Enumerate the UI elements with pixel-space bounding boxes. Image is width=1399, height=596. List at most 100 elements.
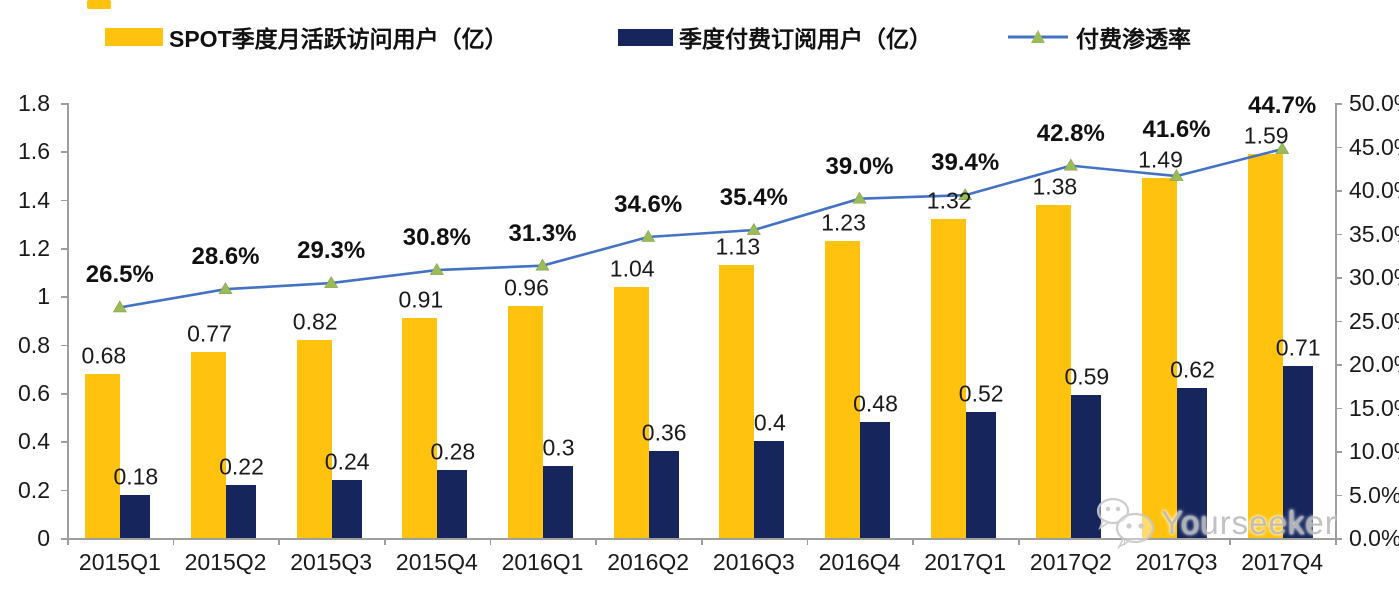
- penetration-label: 34.6%: [614, 190, 683, 218]
- mau-bar-label: 1.32: [926, 187, 972, 214]
- mau-legend-label: SPOT季度月活跃访问用户（亿）: [169, 26, 508, 52]
- penetration-marker: [1063, 158, 1078, 171]
- penetration-label: 44.7%: [1248, 91, 1317, 119]
- x-axis-label: 2016Q2: [607, 549, 690, 575]
- right-axis-tick-label: 50.0%: [1349, 90, 1399, 116]
- subs-bar-label: 0.48: [853, 390, 898, 417]
- mau-bar: [191, 351, 226, 538]
- penetration-legend-marker-icon: [1008, 30, 1068, 43]
- mau-bar: [85, 373, 121, 538]
- mau-bar-label: 1.23: [821, 209, 866, 236]
- x-axis-label: 2016Q1: [501, 549, 584, 575]
- penetration-label: 29.3%: [297, 237, 366, 265]
- penetration-line: [119, 147, 1283, 309]
- subs-legend-label: 季度付费订阅用户（亿）: [679, 26, 932, 52]
- mau-bar-label: 0.77: [187, 320, 232, 347]
- left-axis-tick-label: 0.6: [18, 380, 50, 406]
- mau-bar: [613, 286, 649, 538]
- x-axis-tick: [1018, 538, 1020, 545]
- mau-bar-label: 1.13: [715, 233, 761, 260]
- subs-bar-label: 0.71: [1275, 334, 1321, 361]
- x-axis-label: 2017Q3: [1135, 549, 1218, 575]
- penetration-marker: [641, 229, 656, 242]
- right-axis-tick-label: 40.0%: [1349, 177, 1399, 203]
- subs-bar: [860, 422, 890, 538]
- x-axis-tick: [489, 538, 492, 545]
- x-axis-label: 2016Q3: [712, 549, 795, 575]
- x-axis-tick: [172, 538, 175, 545]
- x-axis-tick: [1229, 538, 1231, 545]
- left-axis-tick: [61, 538, 67, 540]
- left-axis-tick: [61, 489, 67, 492]
- penetration-marker: [429, 262, 444, 275]
- left-axis-tick: [61, 344, 67, 347]
- left-axis-tick-label: 0.4: [18, 428, 50, 455]
- x-axis-label: 2017Q2: [1029, 549, 1112, 575]
- mau-bar-label: 1.49: [1138, 146, 1183, 173]
- subs-bar: [754, 441, 785, 538]
- mau-bar: [719, 264, 755, 538]
- x-axis-label: 2016Q4: [818, 549, 901, 575]
- right-axis-tick-label: 35.0%: [1349, 220, 1399, 247]
- penetration-legend-label: 付费渗透率: [1076, 26, 1191, 52]
- mau-bar: [825, 240, 860, 538]
- subs-bar: [120, 494, 151, 538]
- right-axis-tick-label: 5.0%: [1349, 481, 1399, 508]
- x-axis-label: 2017Q1: [924, 549, 1007, 575]
- mau-bar-label: 0.82: [292, 308, 338, 335]
- penetration-label: 41.6%: [1142, 115, 1211, 143]
- mau-bar-label: 1.59: [1243, 122, 1289, 149]
- penetration-label: 39.0%: [825, 152, 894, 180]
- subs-bar-label: 0.3: [542, 434, 575, 460]
- x-axis-tick: [595, 538, 597, 545]
- subs-bar-label: 0.36: [641, 419, 687, 446]
- mau-bar: [508, 306, 543, 538]
- legend-item-penetration: 付费渗透率: [1006, 20, 1191, 54]
- x-axis-label: 2017Q4: [1241, 549, 1324, 575]
- subs-bar-label: 0.28: [430, 438, 476, 465]
- subs-bar: [331, 480, 362, 538]
- mau-bar-label: 1.38: [1032, 173, 1078, 199]
- watermark-text: Yourseeker: [1161, 504, 1337, 541]
- subs-bar-label: 0.22: [219, 453, 264, 480]
- subs-bar: [648, 451, 679, 538]
- x-axis-tick: [67, 538, 69, 545]
- subs-bar: [543, 465, 573, 538]
- x-axis-tick: [384, 538, 386, 545]
- mau-bar: [402, 318, 438, 538]
- x-axis-tick: [912, 538, 914, 545]
- left-axis-tick: [61, 199, 67, 202]
- right-axis-tick: [1335, 364, 1342, 366]
- subs-bar-label: 0.52: [958, 380, 1004, 407]
- penetration-marker: [218, 282, 233, 294]
- left-axis-tick-label: 1.6: [18, 138, 50, 165]
- clipped-yellow-artifact: [87, 0, 111, 9]
- right-axis-tick: [1335, 190, 1342, 192]
- subs-bar: [1177, 388, 1207, 538]
- penetration-label: 30.8%: [402, 224, 471, 252]
- left-axis-tick: [61, 441, 67, 443]
- subs-bar-label: 0.62: [1170, 356, 1215, 383]
- left-axis-tick: [61, 151, 67, 153]
- left-axis-tick-label: 0.2: [18, 476, 50, 503]
- subs-bar-label: 0.4: [753, 409, 786, 436]
- penetration-marker: [535, 258, 550, 271]
- x-axis-tick: [1123, 538, 1126, 545]
- subs-bar: [1071, 395, 1102, 538]
- right-axis-tick-label: 0.0%: [1349, 525, 1399, 551]
- right-axis-tick: [1335, 233, 1342, 235]
- right-axis-tick: [1335, 538, 1342, 540]
- right-axis-tick: [1335, 320, 1342, 322]
- penetration-label: 26.5%: [85, 261, 154, 289]
- left-axis-tick-label: 0: [37, 525, 50, 551]
- x-axis-label: 2015Q2: [184, 549, 267, 575]
- x-axis-label: 2015Q3: [290, 549, 373, 575]
- subs-bar-label: 0.18: [113, 463, 159, 489]
- x-axis-tick: [1335, 538, 1337, 545]
- left-axis-tick-label: 1.2: [18, 235, 50, 261]
- left-axis-tick: [61, 248, 67, 250]
- right-axis-tick-label: 10.0%: [1349, 438, 1399, 464]
- x-axis-tick: [701, 538, 703, 545]
- penetration-marker: [112, 300, 127, 313]
